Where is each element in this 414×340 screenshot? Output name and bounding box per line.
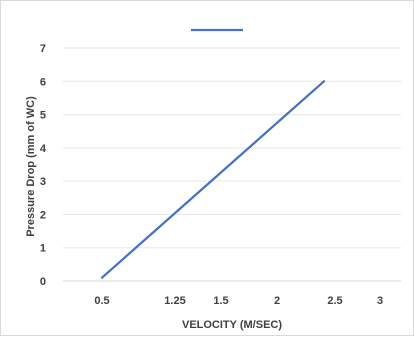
x-tick-label: 2	[274, 295, 280, 307]
y-tick-label: 2	[40, 209, 46, 221]
y-tick-label: 5	[40, 110, 46, 122]
y-axis-title: Pressure Drop (mm of WC)	[25, 96, 37, 237]
x-tick-label: 0.5	[94, 295, 109, 307]
series-layer	[100, 80, 326, 279]
y-tick-label: 0	[40, 276, 46, 288]
x-tick-label: 3	[377, 295, 383, 307]
line-chart: 0 1 2 3 4 5 6 7 0.5 1.25 1.5 2 2.5 3 VELOCITY (M/SEC…	[25, 28, 401, 331]
series-line	[100, 80, 326, 279]
x-tick-label: 1.5	[213, 295, 228, 307]
x-tick-label: 1.25	[164, 295, 185, 307]
x-tick-label: 2.5	[327, 295, 342, 307]
y-axis-ticks: 0 1 2 3 4 5 6 7	[40, 43, 47, 288]
y-tick-label: 7	[40, 43, 46, 55]
y-tick-label: 4	[40, 143, 47, 155]
x-axis-title: VELOCITY (M/SEC)	[182, 319, 282, 331]
y-tick-label: 6	[40, 76, 46, 88]
grid-lines	[63, 47, 401, 249]
x-axis-ticks: 0.5 1.25 1.5 2 2.5 3	[94, 295, 383, 307]
y-tick-label: 1	[40, 243, 46, 255]
y-tick-label: 3	[40, 176, 46, 188]
